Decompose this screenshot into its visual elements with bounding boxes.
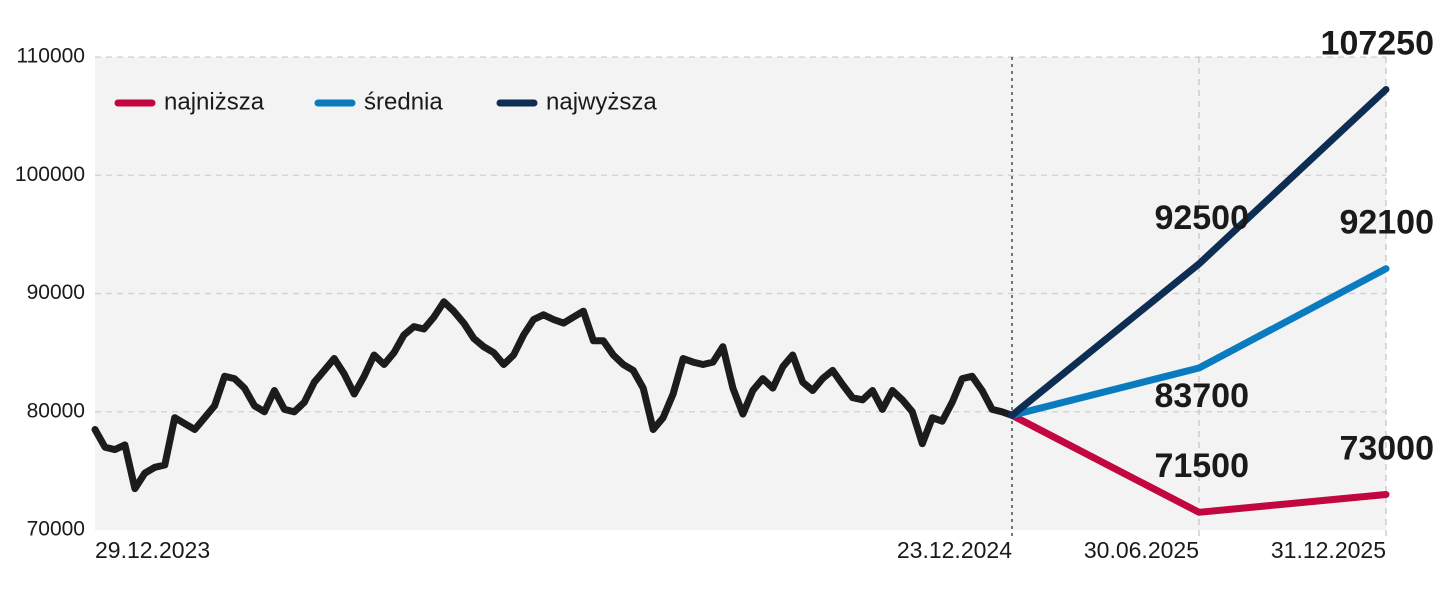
data-label: 92500 xyxy=(1154,199,1249,237)
legend-label: najwyższa xyxy=(546,88,657,115)
legend-label: średnia xyxy=(364,88,443,115)
x-tick-label: 30.06.2025 xyxy=(1084,537,1199,563)
x-tick-label: 23.12.2024 xyxy=(897,537,1012,563)
data-label: 83700 xyxy=(1154,377,1249,415)
legend-label: najniższa xyxy=(164,88,265,115)
y-tick-label: 70000 xyxy=(27,518,85,541)
series-line xyxy=(91,298,1016,493)
x-tick-label: 29.12.2023 xyxy=(95,537,210,563)
data-label: 73000 xyxy=(1339,430,1434,468)
data-label: 107250 xyxy=(1321,25,1434,63)
x-tick-label: 31.12.2025 xyxy=(1271,537,1386,563)
series-line xyxy=(1008,86,1390,419)
data-label: 71500 xyxy=(1154,447,1249,485)
series-line xyxy=(1008,411,1390,516)
plot-area xyxy=(95,57,1386,530)
data-label: 92100 xyxy=(1339,204,1434,242)
series-line xyxy=(1008,265,1390,419)
y-tick-label: 100000 xyxy=(15,163,85,186)
y-tick-label: 90000 xyxy=(27,281,85,304)
y-tick-label: 110000 xyxy=(16,45,85,68)
y-tick-label: 80000 xyxy=(27,399,85,422)
